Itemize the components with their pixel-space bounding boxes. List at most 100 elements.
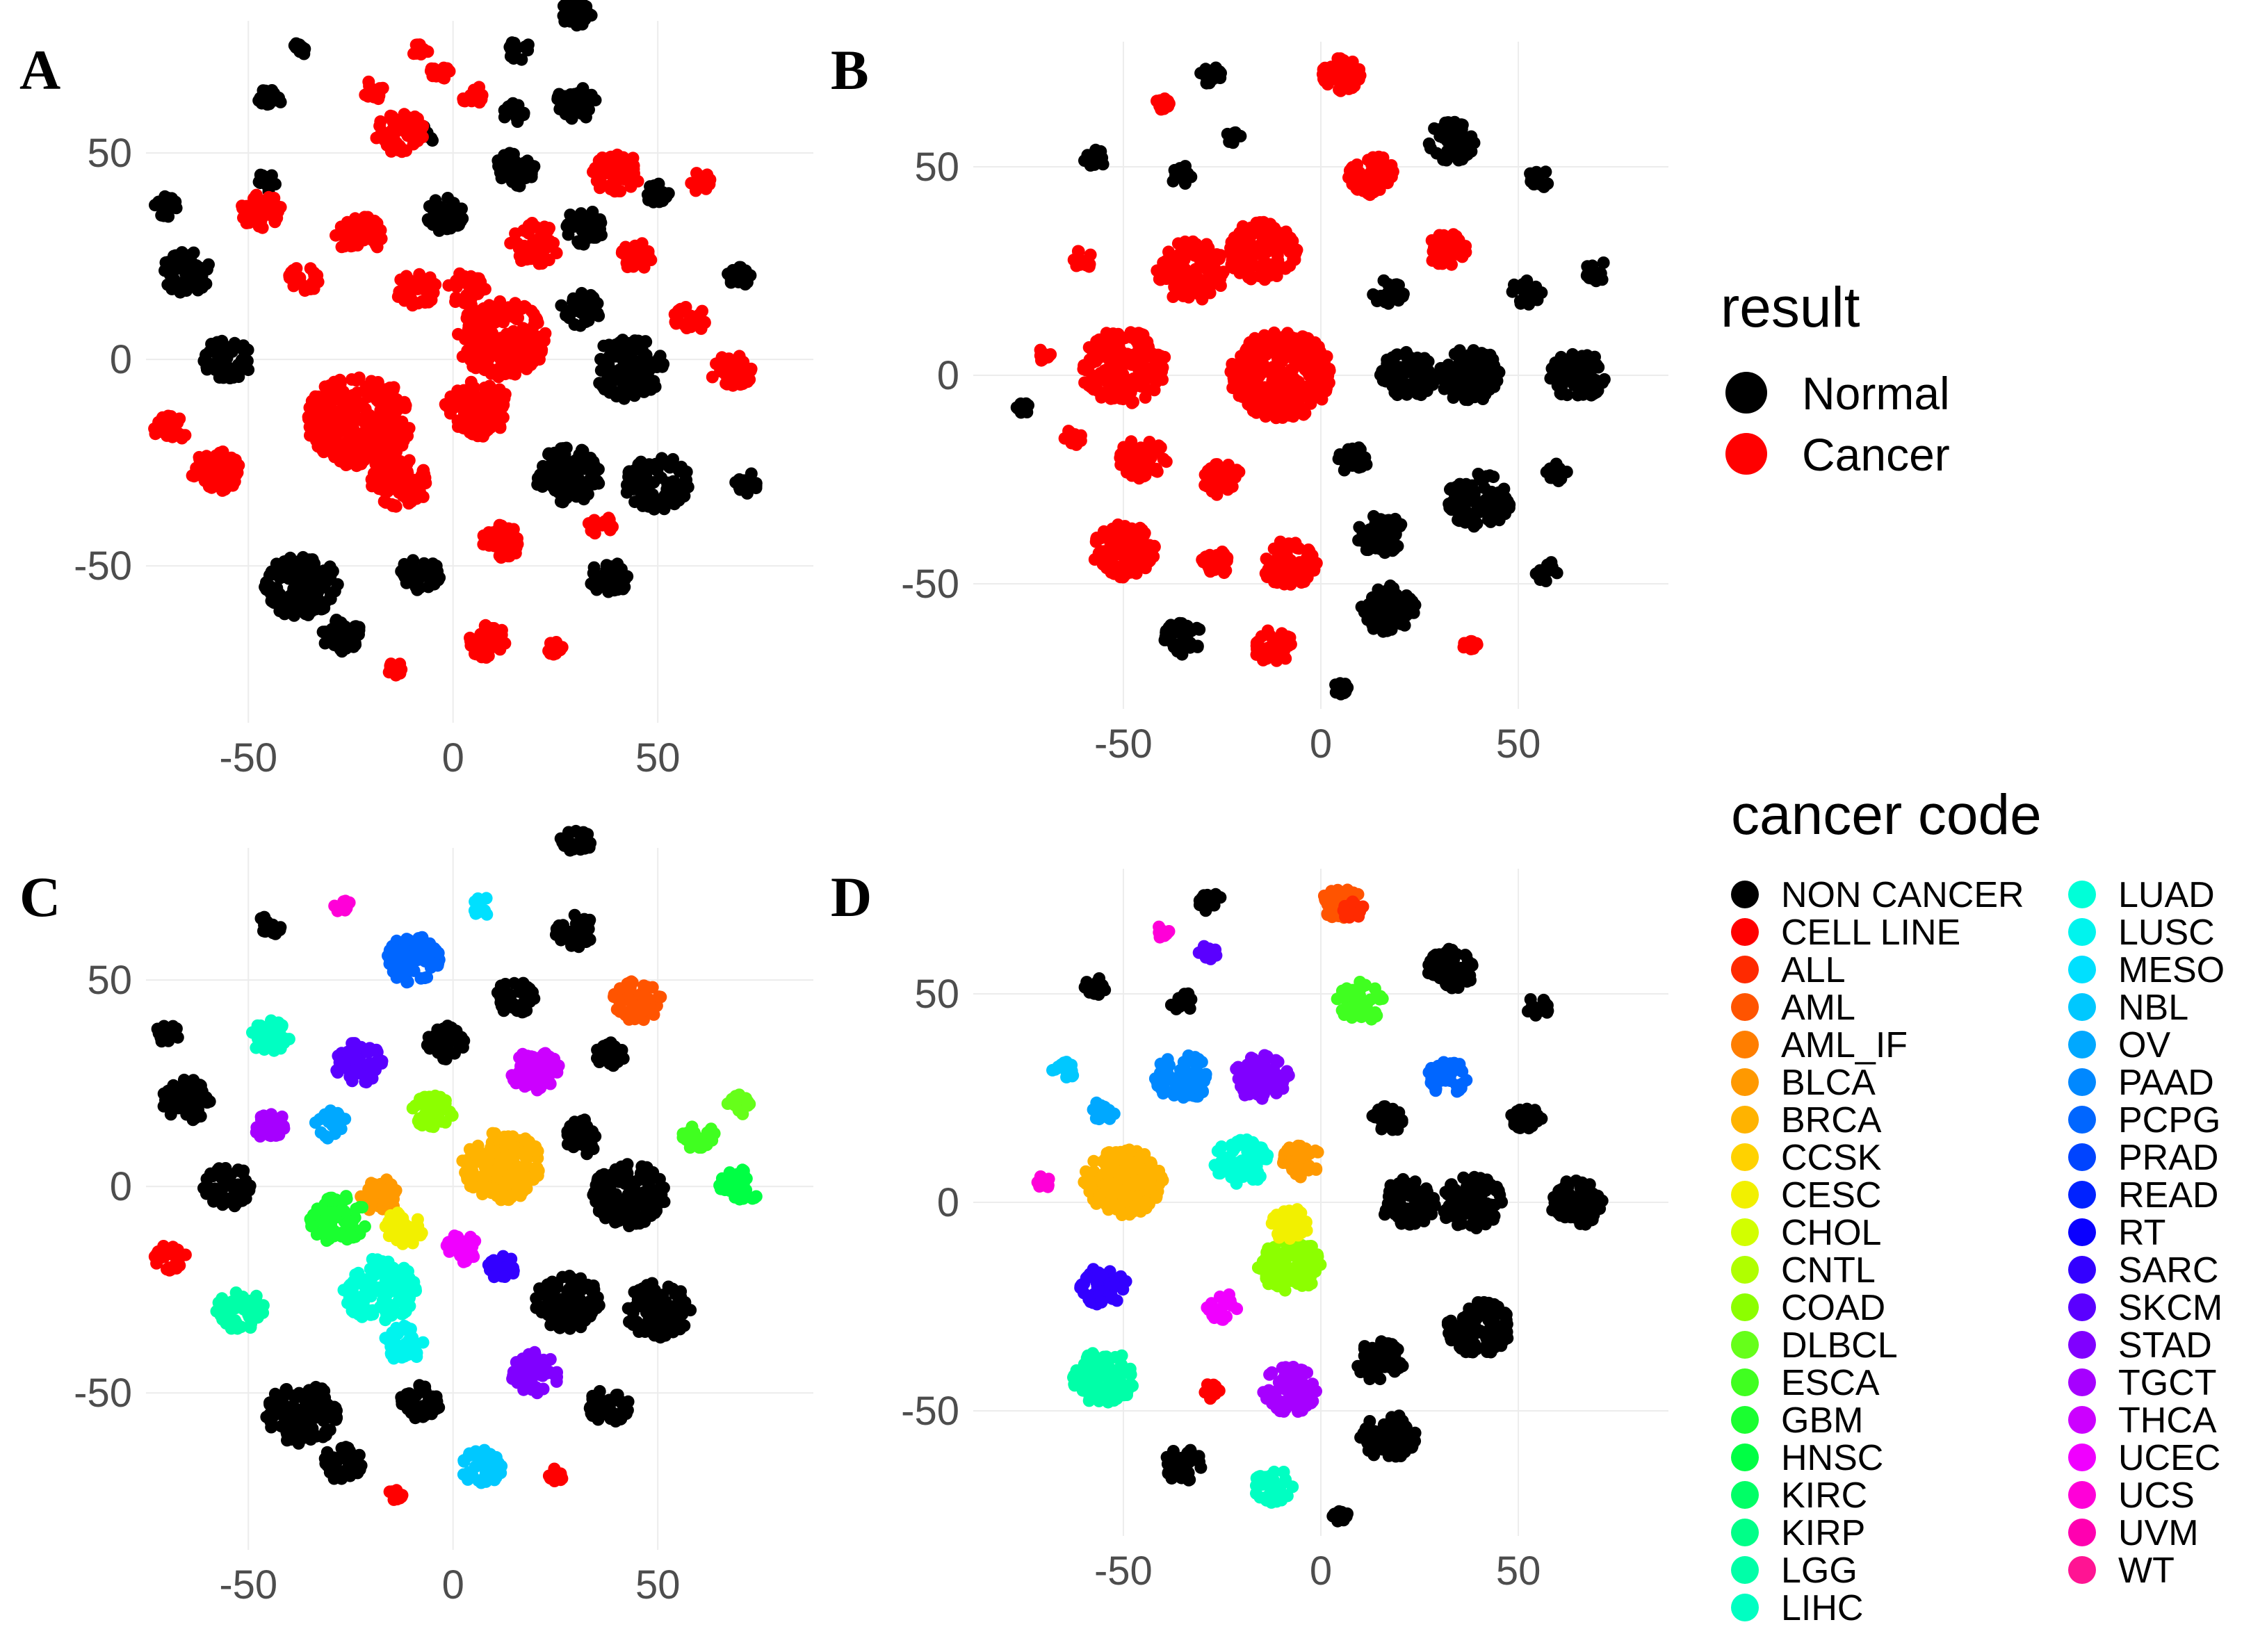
point bbox=[618, 580, 631, 594]
cluster bbox=[395, 554, 446, 596]
point bbox=[514, 360, 527, 373]
point bbox=[496, 355, 510, 368]
point bbox=[403, 454, 416, 467]
cluster bbox=[668, 301, 711, 335]
x-tick-label: 0 bbox=[1310, 721, 1332, 767]
cluster bbox=[560, 206, 608, 251]
point bbox=[504, 340, 517, 353]
point bbox=[575, 8, 588, 22]
point bbox=[429, 570, 442, 583]
point bbox=[574, 218, 587, 231]
cluster bbox=[1034, 343, 1057, 367]
point bbox=[164, 1108, 177, 1121]
point bbox=[393, 657, 407, 671]
point bbox=[470, 273, 482, 286]
cluster bbox=[1167, 160, 1198, 190]
point bbox=[576, 82, 590, 95]
point bbox=[173, 412, 186, 425]
point bbox=[1451, 496, 1464, 509]
point bbox=[1221, 459, 1235, 471]
point bbox=[466, 320, 479, 334]
point bbox=[733, 473, 746, 486]
point bbox=[170, 426, 184, 439]
cluster bbox=[1529, 556, 1563, 587]
point bbox=[1247, 394, 1260, 407]
point bbox=[584, 452, 597, 464]
point bbox=[355, 457, 368, 471]
point bbox=[1287, 252, 1300, 265]
point bbox=[155, 1035, 168, 1048]
point bbox=[384, 454, 397, 467]
point bbox=[621, 570, 634, 583]
cluster bbox=[1329, 677, 1354, 701]
point bbox=[465, 639, 478, 652]
point bbox=[298, 283, 311, 296]
cluster bbox=[1198, 458, 1246, 501]
point bbox=[1116, 549, 1130, 562]
point bbox=[609, 386, 622, 399]
cluster bbox=[1010, 397, 1034, 419]
point bbox=[699, 182, 713, 195]
point bbox=[498, 111, 511, 124]
point bbox=[1261, 641, 1274, 655]
point bbox=[1116, 571, 1130, 584]
cluster bbox=[587, 148, 644, 198]
cluster bbox=[729, 467, 763, 500]
cluster bbox=[706, 350, 758, 392]
point bbox=[365, 83, 378, 95]
point bbox=[307, 578, 320, 590]
point bbox=[477, 317, 490, 330]
cluster bbox=[1067, 245, 1097, 273]
point bbox=[262, 93, 275, 106]
point bbox=[1487, 471, 1500, 484]
point bbox=[398, 571, 412, 584]
point bbox=[194, 1079, 207, 1093]
point bbox=[568, 318, 581, 331]
point bbox=[513, 179, 526, 193]
point bbox=[448, 204, 462, 218]
point bbox=[155, 208, 168, 222]
point bbox=[1438, 127, 1451, 140]
point bbox=[1440, 154, 1453, 167]
point bbox=[637, 482, 650, 496]
cluster bbox=[318, 1441, 368, 1485]
cluster bbox=[391, 268, 442, 312]
point bbox=[503, 40, 517, 54]
point bbox=[1209, 458, 1222, 471]
point bbox=[341, 215, 354, 229]
point bbox=[583, 231, 596, 244]
point bbox=[1456, 132, 1469, 145]
point bbox=[296, 43, 309, 56]
point bbox=[576, 306, 589, 319]
point bbox=[256, 221, 269, 234]
point bbox=[267, 211, 280, 224]
point bbox=[291, 566, 304, 579]
point bbox=[400, 144, 412, 157]
point bbox=[540, 222, 553, 236]
point bbox=[624, 343, 637, 356]
point bbox=[570, 19, 583, 32]
point bbox=[1339, 678, 1352, 691]
point bbox=[1094, 334, 1107, 347]
point bbox=[344, 240, 357, 253]
point bbox=[316, 625, 330, 639]
point bbox=[512, 311, 525, 325]
cluster bbox=[1058, 425, 1087, 451]
point bbox=[663, 477, 676, 490]
point bbox=[172, 284, 186, 297]
panel-label-c: C bbox=[19, 865, 60, 929]
point bbox=[1262, 569, 1274, 582]
point bbox=[485, 343, 498, 356]
point bbox=[400, 281, 413, 294]
point bbox=[1453, 345, 1466, 358]
point bbox=[1547, 366, 1560, 379]
point bbox=[1524, 167, 1537, 180]
cluster bbox=[542, 636, 569, 661]
point bbox=[427, 203, 440, 216]
point bbox=[184, 252, 197, 265]
point bbox=[743, 373, 756, 386]
point bbox=[1267, 542, 1281, 555]
point bbox=[581, 488, 594, 501]
point bbox=[308, 270, 321, 283]
point bbox=[640, 462, 653, 475]
